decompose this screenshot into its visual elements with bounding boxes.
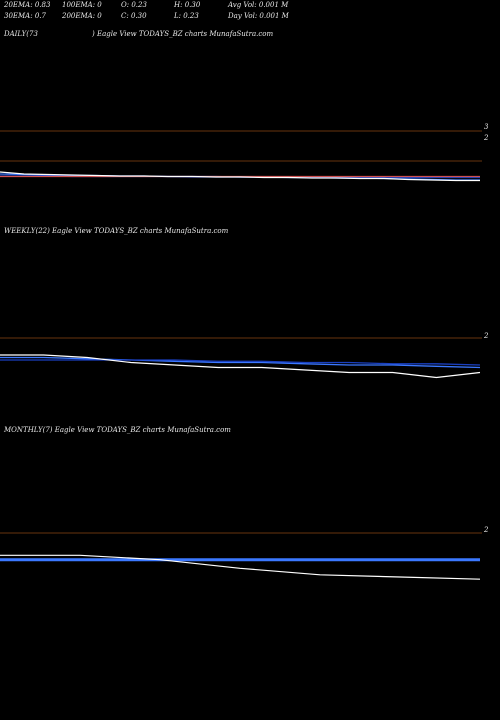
weekly-tick-label: 2 [483, 332, 489, 340]
monthly-series-line-1 [0, 554, 481, 580]
ema20-stat: 20EMA: 0.83 [4, 1, 51, 9]
daily-period-label: DAILY(73 [4, 30, 38, 38]
open-stat: O: 0.23 [121, 1, 147, 9]
ema30-stat: 30EMA: 0.7 [4, 12, 46, 20]
weekly-series-line-0 [0, 356, 481, 369]
high-stat: H: 0.30 [174, 1, 201, 9]
weekly-caption: WEEKLY(22) Eagle View TODAYS_BZ charts M… [4, 227, 229, 235]
avg-vol-stat: Avg Vol: 0.001 M [228, 1, 289, 9]
daily-tick-label: 3 [484, 123, 489, 131]
ema100-stat: 100EMA: 0 [62, 1, 102, 9]
close-stat: C: 0.30 [121, 12, 147, 20]
daily-series-line-3 [0, 171, 480, 182]
monthly-caption: MONTHLY(7) Eagle View TODAYS_BZ charts M… [4, 426, 231, 434]
monthly-tick-label: 2 [483, 526, 489, 534]
daily-caption: ) Eagle View TODAYS_BZ charts MunafaSutr… [92, 30, 274, 38]
daily-tick-label: 2 [483, 134, 489, 142]
low-stat: L: 0.23 [174, 12, 199, 20]
ema200-stat: 200EMA: 0 [62, 12, 102, 20]
day-vol-stat: Day Vol: 0.001 M [228, 12, 289, 20]
weekly-series-line-2 [0, 354, 481, 379]
weekly-series-line-1 [0, 359, 481, 366]
